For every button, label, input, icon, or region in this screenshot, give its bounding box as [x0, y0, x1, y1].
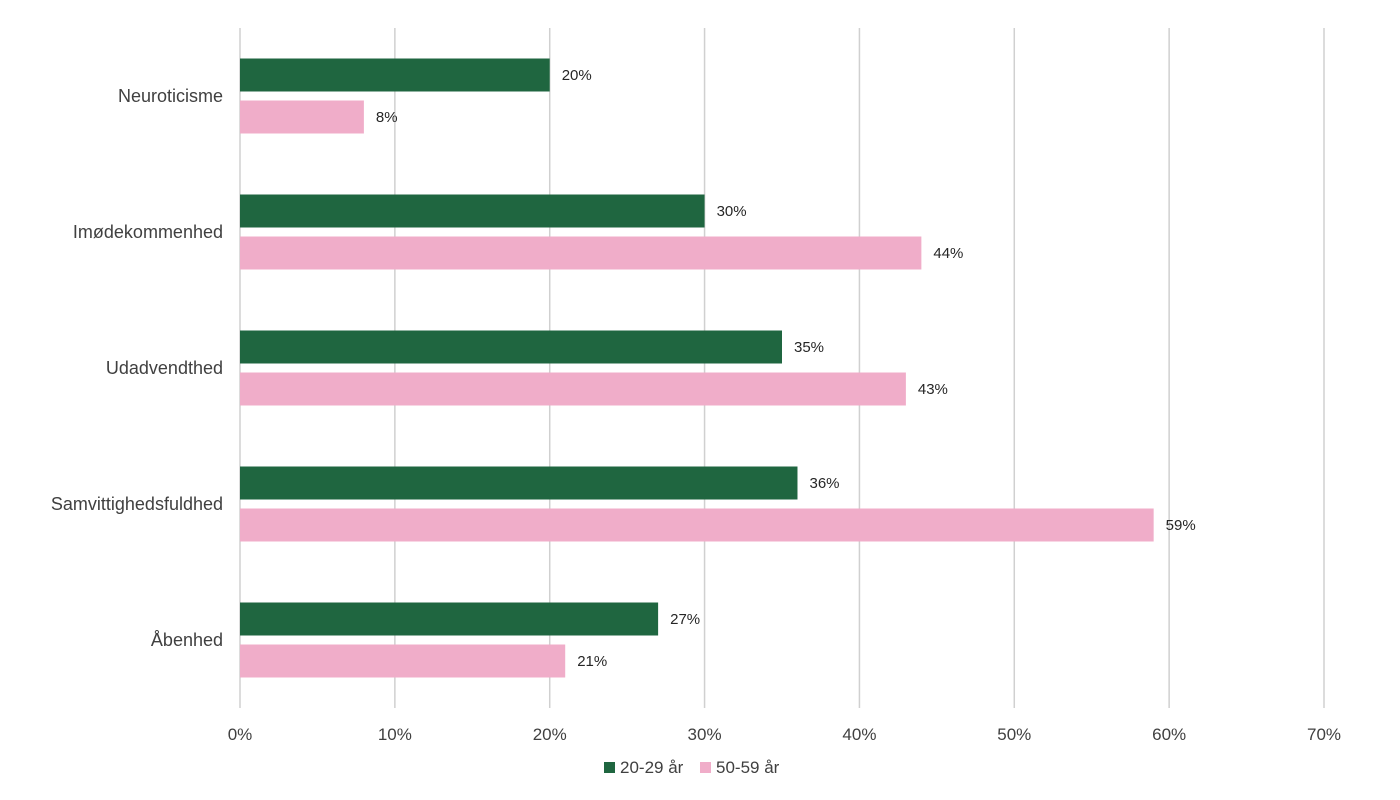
legend: 20-29 år 50-59 år [604, 758, 780, 777]
x-tick-label: 50% [997, 725, 1031, 744]
data-label: 59% [1166, 517, 1196, 534]
data-label: 35% [794, 339, 824, 356]
bar-series-1 [240, 58, 550, 92]
x-tick-label: 30% [688, 725, 722, 744]
x-tick-label: 40% [842, 725, 876, 744]
data-label: 43% [918, 381, 948, 398]
data-label: 36% [809, 475, 839, 492]
data-labels: 20% 8% 30% 44% 35% 43% 36% 59% 27% 21% [376, 67, 1196, 670]
data-label: 20% [562, 67, 592, 84]
bar-series-2 [240, 508, 1154, 542]
legend-label: 50-59 år [716, 758, 780, 777]
bar-series-1 [240, 602, 659, 636]
data-label: 27% [670, 611, 700, 628]
x-axis-tick-labels: 0% 10% 20% 30% 40% 50% 60% 70% [228, 725, 1341, 744]
bar-series-1 [240, 194, 705, 228]
bars [240, 58, 1154, 678]
legend-swatch [604, 762, 615, 773]
category-label: Imødekommenhed [73, 222, 223, 242]
category-label: Udadvendthed [106, 358, 223, 378]
data-label: 30% [717, 203, 747, 220]
x-tick-label: 70% [1307, 725, 1341, 744]
category-label: Samvittighedsfuldhed [51, 494, 223, 514]
bar-series-2 [240, 644, 566, 678]
x-tick-label: 10% [378, 725, 412, 744]
bar-series-1 [240, 330, 782, 364]
x-tick-label: 60% [1152, 725, 1186, 744]
data-label: 8% [376, 109, 398, 126]
data-label: 21% [577, 653, 607, 670]
x-tick-label: 20% [533, 725, 567, 744]
x-tick-label: 0% [228, 725, 253, 744]
gridlines [239, 28, 1325, 708]
category-labels: Neuroticisme Imødekommenhed Udadvendthed Sa… [51, 86, 223, 650]
bar-series-2 [240, 100, 364, 134]
bar-series-2 [240, 236, 922, 270]
legend-label: 20-29 år [620, 758, 684, 777]
bar-series-1 [240, 466, 798, 500]
category-label: Neuroticisme [118, 86, 223, 106]
data-label: 44% [933, 245, 963, 262]
legend-swatch [700, 762, 711, 773]
category-label: Åbenhed [151, 630, 223, 650]
bar-series-2 [240, 372, 906, 406]
